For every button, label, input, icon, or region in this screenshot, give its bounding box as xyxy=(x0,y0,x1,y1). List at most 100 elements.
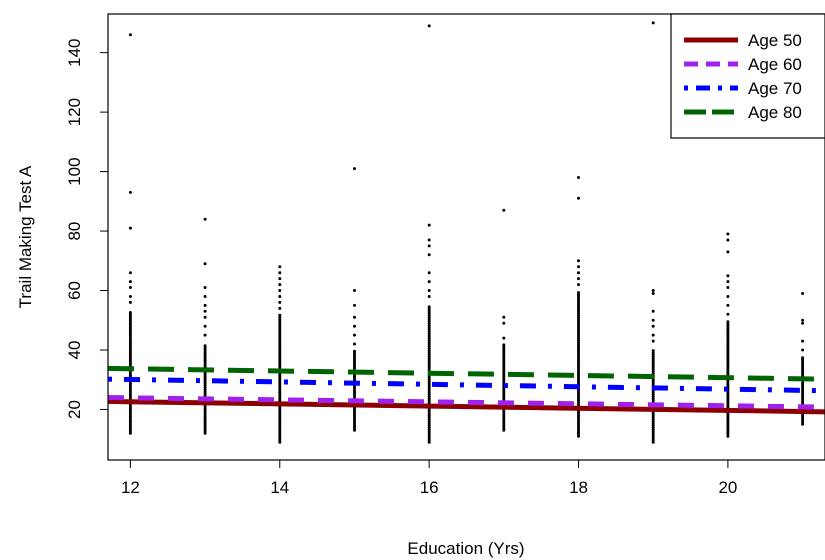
data-point xyxy=(128,406,132,410)
data-point xyxy=(726,359,730,363)
data-point xyxy=(203,358,207,362)
data-point xyxy=(427,351,431,355)
data-point xyxy=(427,305,431,309)
data-point xyxy=(427,415,431,419)
data-point xyxy=(128,344,132,348)
data-point xyxy=(726,334,730,338)
data-point xyxy=(278,355,282,359)
data-point xyxy=(651,363,655,367)
data-point xyxy=(427,359,431,363)
data-point xyxy=(427,428,431,432)
data-point xyxy=(128,338,132,342)
data-point xyxy=(577,416,580,419)
data-point xyxy=(203,262,207,266)
data-point xyxy=(726,395,730,399)
data-point xyxy=(203,425,207,429)
data-point xyxy=(801,292,805,295)
data-point xyxy=(502,345,506,349)
data-point xyxy=(203,354,207,358)
data-point xyxy=(801,339,805,343)
data-point xyxy=(502,368,506,372)
x-tick-label: 18 xyxy=(569,478,588,497)
data-point xyxy=(203,361,207,364)
y-tick-label: 20 xyxy=(65,400,84,419)
data-point xyxy=(651,434,655,438)
data-point xyxy=(726,349,730,353)
data-point xyxy=(278,328,282,332)
data-point xyxy=(128,329,132,333)
data-point xyxy=(577,345,580,349)
data-point xyxy=(651,424,655,427)
legend-label-3: Age 70 xyxy=(748,79,802,98)
data-point xyxy=(427,434,431,438)
data-point xyxy=(726,320,730,324)
data-point xyxy=(427,417,431,421)
data-point xyxy=(726,426,730,430)
data-point xyxy=(577,347,580,351)
data-point xyxy=(726,357,730,361)
data-point xyxy=(128,226,132,230)
data-point xyxy=(203,295,207,298)
data-point xyxy=(801,418,805,422)
x-axis-label: Education (Yrs) xyxy=(407,539,524,558)
data-point xyxy=(651,289,655,292)
data-point xyxy=(128,315,132,319)
data-point xyxy=(427,280,431,284)
data-point xyxy=(726,434,730,438)
data-point xyxy=(726,232,730,236)
data-point xyxy=(577,370,580,374)
data-point xyxy=(128,336,132,339)
data-point xyxy=(801,358,805,362)
data-point xyxy=(278,424,282,427)
data-point xyxy=(651,417,655,421)
data-point xyxy=(502,366,506,370)
data-point xyxy=(353,349,356,353)
data-point xyxy=(128,300,132,304)
legend-label-1: Age 50 xyxy=(748,31,802,50)
data-point xyxy=(502,395,506,399)
data-point xyxy=(427,326,431,330)
data-point xyxy=(577,277,580,281)
data-point xyxy=(502,418,506,422)
data-point xyxy=(651,21,655,25)
data-point xyxy=(651,428,655,432)
data-point xyxy=(353,416,356,420)
data-point xyxy=(726,428,730,432)
data-point xyxy=(726,391,730,394)
y-tick-label: 40 xyxy=(65,341,84,360)
data-point xyxy=(128,394,132,398)
data-point xyxy=(203,377,207,381)
data-point xyxy=(203,386,207,389)
data-point xyxy=(726,324,730,328)
data-point xyxy=(128,354,132,358)
data-point xyxy=(651,357,655,361)
data-point xyxy=(726,345,730,349)
data-point xyxy=(726,382,730,386)
data-point xyxy=(203,410,207,414)
data-point xyxy=(427,357,431,361)
data-point xyxy=(128,325,132,329)
data-point xyxy=(278,334,282,338)
data-point xyxy=(427,388,431,392)
data-point xyxy=(651,438,655,442)
data-point xyxy=(128,346,132,350)
data-point xyxy=(427,424,431,427)
data-point xyxy=(278,421,282,425)
data-point xyxy=(726,424,730,428)
data-point xyxy=(427,311,431,315)
legend-box xyxy=(670,13,825,139)
data-point xyxy=(278,407,282,411)
data-point xyxy=(278,434,282,438)
data-point xyxy=(651,349,655,353)
data-point xyxy=(577,430,580,434)
data-point xyxy=(203,429,207,433)
data-point xyxy=(128,413,132,416)
y-tick-label: 80 xyxy=(65,222,84,241)
data-point xyxy=(577,349,580,353)
data-point xyxy=(726,416,730,419)
data-point xyxy=(278,378,282,382)
data-point xyxy=(726,351,730,355)
data-point xyxy=(278,289,282,292)
data-point xyxy=(353,374,356,378)
data-point xyxy=(278,380,282,384)
